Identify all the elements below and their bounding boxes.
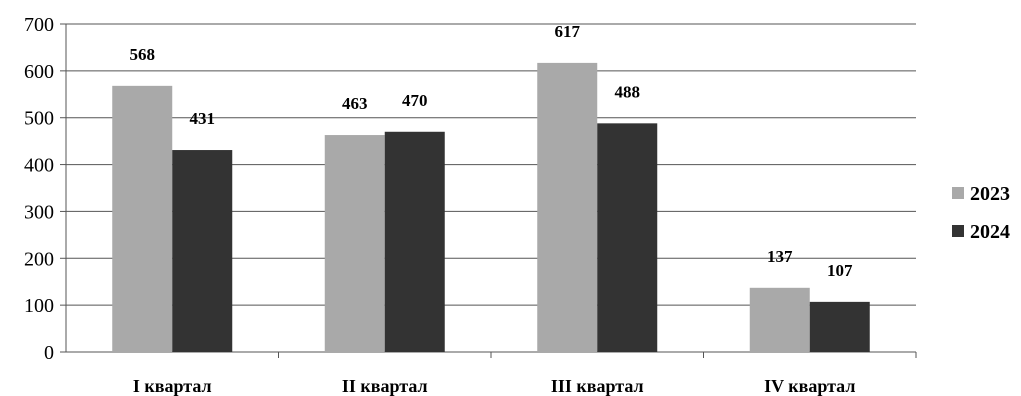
data-label: 470 [402, 91, 428, 110]
bar-2024-4 [809, 301, 870, 352]
legend-label: 2024 [970, 221, 1010, 243]
category-label: III квартал [551, 376, 644, 396]
y-tick-label: 0 [44, 342, 54, 364]
y-tick-label: 700 [24, 14, 54, 36]
bar-2023-3 [537, 62, 598, 353]
y-tick-label: 600 [24, 61, 54, 83]
data-label: 617 [555, 22, 581, 41]
bar-2024-2 [384, 131, 445, 352]
legend-swatch-2023 [952, 187, 964, 199]
data-labels: 568 431 463 470 617 488 137 107 [130, 22, 854, 280]
legend-label: 2023 [970, 183, 1010, 205]
bar-2023-2 [324, 135, 385, 352]
bar-2023-4 [749, 287, 810, 352]
category-label: II квартал [342, 376, 428, 396]
y-tick-label: 400 [24, 155, 54, 177]
data-label: 107 [827, 261, 853, 280]
y-tick-label: 300 [24, 201, 54, 223]
y-tick-label: 200 [24, 248, 54, 270]
y-axis-ticks: 0 100 200 300 400 500 600 700 [24, 14, 66, 364]
bar-2024-1 [172, 150, 233, 352]
bars [112, 62, 870, 353]
y-tick-label: 100 [24, 295, 54, 317]
bar-2024-3 [597, 123, 658, 352]
category-labels: I квартал II квартал III квартал IV квартал [133, 376, 856, 396]
data-label: 137 [767, 247, 793, 266]
category-label: I квартал [133, 376, 212, 396]
legend: 2023 2024 [952, 183, 1010, 243]
data-label: 431 [190, 109, 216, 128]
data-label: 568 [130, 45, 156, 64]
data-label: 463 [342, 94, 368, 113]
category-label: IV квартал [764, 376, 855, 396]
y-tick-label: 500 [24, 108, 54, 130]
bar-2023-1 [112, 85, 173, 352]
data-label: 488 [615, 82, 641, 101]
legend-swatch-2024 [952, 225, 964, 237]
